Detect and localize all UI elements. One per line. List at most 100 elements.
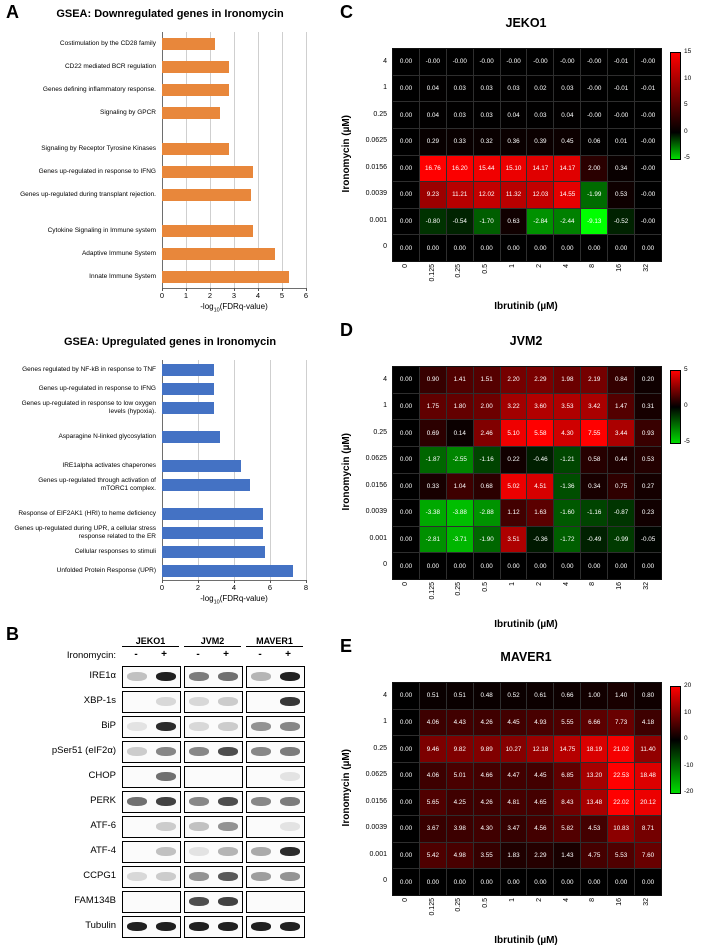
heatmap-cell: 3.47 bbox=[500, 816, 527, 842]
heatmap-cell: 14.17 bbox=[527, 155, 554, 182]
x-tick: 4 bbox=[553, 264, 580, 302]
blot-row: ATF-6 bbox=[24, 814, 314, 839]
heatmap-cell: 0.22 bbox=[500, 446, 527, 473]
blot-box bbox=[184, 691, 243, 713]
blot-band bbox=[189, 797, 210, 806]
heatmap-cell: 0.53 bbox=[635, 446, 661, 473]
blot-band bbox=[127, 922, 148, 931]
bar bbox=[162, 224, 254, 237]
x-tick-label: 3 bbox=[231, 291, 237, 300]
heatmap-cell: 0.44 bbox=[608, 446, 635, 473]
bar-row: Genes up-regulated in response to IFNG bbox=[14, 379, 326, 398]
bar-row: Signaling by Receptor Tyrosine Kinases bbox=[14, 137, 326, 160]
heatmap-cell: 4.30 bbox=[554, 420, 581, 446]
x-tick: 0.125 bbox=[419, 264, 446, 302]
heatmap-cell: 1.83 bbox=[500, 842, 527, 869]
heatmap-cell: 1.80 bbox=[446, 393, 473, 420]
heatmap-cell: 0.00 bbox=[554, 235, 581, 261]
heatmap-cell: 0.93 bbox=[635, 420, 661, 446]
heatmap-cell: 0.52 bbox=[500, 683, 527, 709]
treatment-symbol: + bbox=[161, 649, 167, 660]
heatmap-cell: 0.00 bbox=[393, 102, 419, 128]
heatmap-title: MAVER1 bbox=[500, 650, 552, 664]
blot-box bbox=[246, 791, 305, 813]
heatmap-cell: 1.04 bbox=[446, 473, 473, 500]
blot-band bbox=[155, 722, 176, 731]
bar-row: Genes up-regulated during UPR, a cellula… bbox=[14, 523, 326, 542]
heatmap-cell: 0.31 bbox=[635, 393, 661, 420]
heatmap-cell: 0.00 bbox=[393, 762, 419, 789]
heatmap-y-axis-label: Ironomycin (µM) bbox=[341, 366, 352, 578]
blot-band bbox=[189, 897, 210, 906]
heatmap-x-ticks: 0 0.125 0.25 0.5 1 2 4 8 16 32 bbox=[392, 582, 660, 620]
x-tick-label: 0.125 bbox=[428, 898, 436, 916]
heatmap-cell: 0.84 bbox=[608, 367, 635, 393]
heatmap-cell: 0.14 bbox=[446, 420, 473, 446]
heatmap-cell: 0.63 bbox=[500, 208, 527, 235]
heatmap-cell: 0.00 bbox=[500, 553, 527, 579]
heatmap-cell: 4.51 bbox=[527, 473, 554, 500]
bar-row: Response of EIF2AK1 (HRI) to heme defici… bbox=[14, 504, 326, 523]
heatmap-cell: 0.00 bbox=[393, 736, 419, 762]
bar-track bbox=[162, 360, 326, 379]
y-tick-label: 0 bbox=[383, 243, 387, 251]
cell-line-header: MAVER1 bbox=[246, 636, 303, 647]
blot-box bbox=[122, 766, 181, 788]
heatmap-cell: 0.00 bbox=[393, 789, 419, 816]
x-tick-label: 0 bbox=[159, 291, 165, 300]
gridline bbox=[186, 32, 187, 288]
western-blot-panel: JEKO1 JVM2 MAVER1 Ironomycin: - + - + - + IRE1α XBP… bbox=[24, 636, 314, 939]
y-tick-label: 0.0625 bbox=[365, 771, 387, 779]
blot-band bbox=[155, 872, 176, 881]
bar-label: Genes up-regulated through activation of… bbox=[38, 476, 156, 492]
cell-line-header: JVM2 bbox=[184, 636, 241, 647]
x-tick-label: 4 bbox=[231, 583, 237, 592]
heatmap-x-ticks: 0 0.125 0.25 0.5 1 2 4 8 16 32 bbox=[392, 264, 660, 302]
colorbar-tick-label: -5 bbox=[684, 438, 690, 445]
x-tick-label: 1 bbox=[509, 264, 517, 268]
heatmap-cell: 5.53 bbox=[608, 842, 635, 869]
blot-box bbox=[122, 891, 181, 913]
heatmap-cell: 2.20 bbox=[500, 367, 527, 393]
blot-band bbox=[279, 847, 300, 856]
heatmap-cell: -0.54 bbox=[446, 208, 473, 235]
heatmap-cell: 4.26 bbox=[473, 789, 500, 816]
bar-track bbox=[162, 160, 326, 183]
heatmap-cell: 4.25 bbox=[446, 789, 473, 816]
heatmap-cell: 0.03 bbox=[473, 75, 500, 102]
heatmap-cell: 1.98 bbox=[554, 367, 581, 393]
heatmap-cell: 0.00 bbox=[608, 553, 635, 579]
x-tick: 0.5 bbox=[472, 582, 499, 620]
blot-band bbox=[217, 897, 238, 906]
heatmap-colorbar bbox=[670, 370, 681, 444]
chart-title: GSEA: Downregulated genes in Ironomycin bbox=[56, 8, 284, 20]
heatmap-cell: 0.00 bbox=[393, 842, 419, 869]
bar-track bbox=[162, 561, 326, 580]
x-tick: 2 bbox=[526, 264, 553, 302]
x-tick-label: 6 bbox=[267, 583, 273, 592]
heatmap-cell: 12.03 bbox=[527, 182, 554, 208]
x-tick: 8 bbox=[580, 898, 607, 936]
heatmap-cell: 4.18 bbox=[635, 709, 661, 736]
x-tick-mark bbox=[306, 580, 307, 583]
bar-track bbox=[162, 523, 326, 542]
heatmap-cell: 0.00 bbox=[527, 235, 554, 261]
heatmap-cell: 0.03 bbox=[446, 75, 473, 102]
heatmap-cell: 0.00 bbox=[635, 553, 661, 579]
heatmap-cell: 4.65 bbox=[527, 789, 554, 816]
bar bbox=[162, 37, 215, 50]
colorbar-tick-label: -10 bbox=[684, 761, 694, 769]
colorbar-tick-label: 20 bbox=[684, 682, 692, 689]
heatmap-cell: 0.00 bbox=[393, 526, 419, 553]
x-tick-label: 0.25 bbox=[455, 898, 463, 912]
heatmap-cell: 0.03 bbox=[527, 102, 554, 128]
heatmap-cell: 4.45 bbox=[500, 709, 527, 736]
heatmap-cell: -1.60 bbox=[554, 500, 581, 526]
heatmap-cell: 0.00 bbox=[393, 473, 419, 500]
blot-box bbox=[122, 816, 181, 838]
bar-label: CD22 mediated BCR regulation bbox=[64, 62, 156, 70]
heatmap-cell: 12.18 bbox=[527, 736, 554, 762]
blot-band bbox=[279, 797, 300, 806]
heatmap-cell: 0.00 bbox=[393, 393, 419, 420]
heatmap-y-axis-label: Ironomycin (µM) bbox=[341, 682, 352, 894]
